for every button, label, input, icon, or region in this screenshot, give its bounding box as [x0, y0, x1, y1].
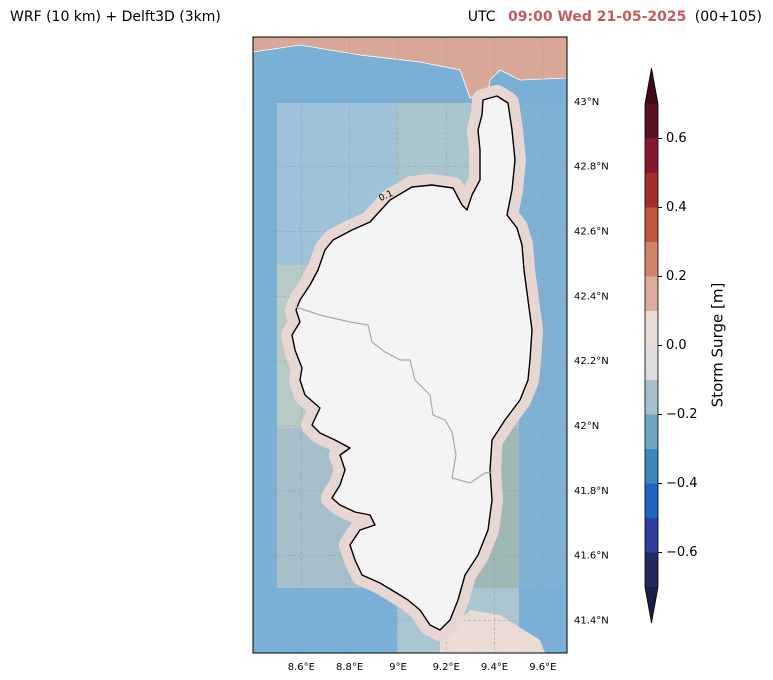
x-tick-label: 8.8°E: [336, 662, 363, 673]
colorbar-bin: [645, 380, 658, 415]
y-tick-label: 41.4°N: [574, 616, 609, 627]
colorbar-bin: [645, 311, 658, 346]
colorbar-bin: [645, 552, 658, 587]
x-tick-label: 9°E: [389, 662, 407, 673]
land: [291, 95, 533, 631]
surge-area: [440, 610, 545, 653]
x-tick-label: 8.6°E: [288, 662, 315, 673]
y-tick-label: 42.6°N: [574, 227, 609, 238]
extend-over: [645, 68, 658, 104]
extend-under: [645, 587, 658, 623]
colorbar-tick-label: −0.2: [666, 407, 698, 422]
y-tick-label: 42.4°N: [574, 291, 609, 302]
x-tick-label: 9.4°E: [481, 662, 508, 673]
colorbar-bin: [645, 242, 658, 277]
utc: UTC: [468, 9, 496, 25]
colorbar-tick-label: 0.0: [666, 338, 687, 353]
colorbar-bin: [645, 173, 658, 208]
right-title: UTC 09:00 Wed 21-05-2025 (00+105): [468, 9, 762, 25]
map-frame: [252, 36, 568, 654]
left-title: WRF (10 km) + Delft3D (3km): [10, 9, 221, 25]
colorbar-bin: [645, 483, 658, 518]
colorbar-tick-label: 0.2: [666, 269, 687, 284]
colorbar-bin: [645, 449, 658, 484]
time: 09:00 Wed 21-05-2025: [508, 9, 686, 25]
colorbar-tick-label: 0.4: [666, 200, 687, 215]
lead: (00+105): [695, 9, 762, 25]
colorbar-bin: [645, 345, 658, 380]
y-tick-label: 42°N: [574, 421, 599, 432]
colorbar-bin: [645, 104, 658, 139]
colorbar-tick-label: 0.6: [666, 131, 687, 146]
y-tick-label: 42.2°N: [574, 356, 609, 367]
colorbar-bin: [645, 414, 658, 449]
x-tick-label: 9.2°E: [433, 662, 460, 673]
colorbar-bin: [645, 518, 658, 553]
boundary: [295, 306, 493, 484]
colorbar-label: Storm Surge [m]: [709, 283, 727, 408]
colorbar-bin: [645, 207, 658, 242]
y-tick-label: 41.6°N: [574, 551, 609, 562]
colorbar-bin: [645, 276, 658, 311]
colorbar-frame: [644, 67, 659, 624]
x-tick-label: 9.6°E: [529, 662, 556, 673]
colorbar: −0.6 −0.4 −0.2 0.0 0.2 0.4 0.6: [644, 67, 698, 624]
y-tick-label: 41.8°N: [574, 486, 609, 497]
colorbar-bin: [645, 138, 658, 173]
map: 0.1: [252, 36, 568, 654]
y-tick-label: 43°N: [574, 97, 599, 108]
colorbar-tick-label: −0.4: [666, 476, 698, 491]
colorbar-tick-label: −0.6: [666, 545, 698, 560]
y-tick-label: 42.8°N: [574, 162, 609, 173]
